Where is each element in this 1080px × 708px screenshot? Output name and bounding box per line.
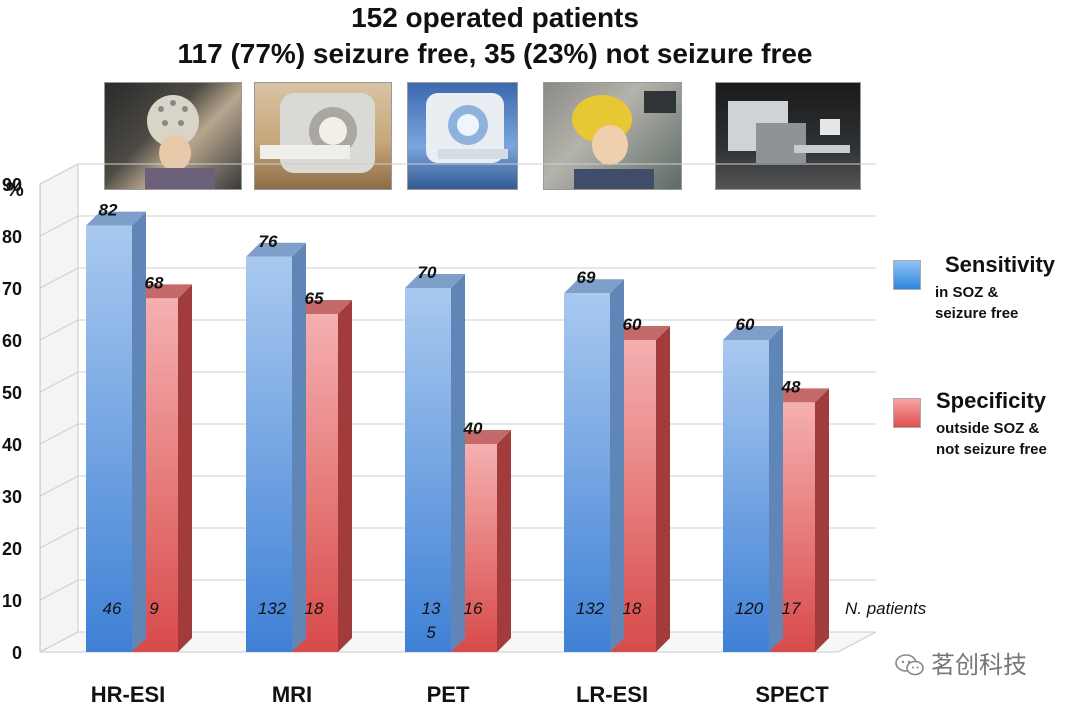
bar-sensitivity-hr-esi bbox=[86, 211, 146, 652]
bar-top bbox=[769, 388, 829, 403]
n-patients-specificity: 17 bbox=[782, 599, 801, 618]
value-label-sensitivity: 70 bbox=[418, 263, 437, 282]
y-tick-label: 40 bbox=[2, 435, 22, 455]
n-patients-sensitivity: 46 bbox=[103, 599, 122, 618]
category-label-lr-esi: LR-ESI bbox=[576, 682, 648, 707]
value-label-sensitivity: 82 bbox=[99, 201, 118, 220]
bar-top bbox=[292, 300, 352, 314]
gridline bbox=[39, 215, 876, 237]
bar-top bbox=[246, 242, 306, 257]
legend-line1-specificity: outside SOZ & bbox=[936, 420, 1040, 437]
bar-side bbox=[610, 279, 624, 652]
n-patients-sensitivity: 132 bbox=[258, 599, 287, 618]
n-patients-sensitivity: 13 bbox=[422, 599, 441, 618]
bar-side bbox=[656, 326, 670, 652]
value-label-sensitivity: 60 bbox=[736, 315, 755, 334]
hr-esi-eeg-cap-photo bbox=[104, 82, 242, 190]
legend-title-specificity: Specificity bbox=[936, 388, 1047, 413]
y-tick-label: 0 bbox=[12, 643, 22, 663]
modality-photos bbox=[0, 82, 1080, 190]
bar-top bbox=[564, 279, 624, 294]
category-label-mri: MRI bbox=[272, 682, 312, 707]
bar-front bbox=[723, 340, 769, 652]
y-tick-label: 60 bbox=[2, 331, 22, 351]
bar-top bbox=[86, 211, 146, 226]
n-patients-sensitivity: 5 bbox=[426, 623, 436, 642]
wechat-icon bbox=[895, 654, 924, 676]
bar-front bbox=[405, 288, 451, 652]
y-tick-label: 30 bbox=[2, 487, 22, 507]
legend-line2-sensitivity: seizure free bbox=[935, 305, 1019, 322]
gridline bbox=[39, 163, 876, 185]
n-patients-specificity: 18 bbox=[623, 599, 642, 618]
legend-title-sensitivity: Sensitivity bbox=[945, 252, 1056, 277]
chart-bars bbox=[86, 211, 829, 653]
mri-scanner-photo bbox=[254, 82, 392, 190]
y-axis: 0 10 20 30 40 50 60 70 80 90% bbox=[2, 175, 41, 663]
bar-side bbox=[497, 430, 511, 652]
y-tick-label: 80 bbox=[2, 227, 22, 247]
n-patients-sensitivity: 120 bbox=[735, 599, 764, 618]
pet-scanner-photo bbox=[407, 82, 518, 190]
value-label-sensitivity: 76 bbox=[259, 232, 278, 251]
bar-top bbox=[132, 284, 192, 299]
legend-swatch-specificity bbox=[893, 398, 921, 428]
spect-scanner-photo bbox=[715, 82, 861, 190]
watermark-text: 茗创科技 bbox=[931, 652, 1027, 679]
bar-front bbox=[564, 293, 610, 652]
bar-sensitivity-mri bbox=[246, 242, 306, 653]
bar-side bbox=[338, 300, 352, 652]
bar-side bbox=[292, 242, 306, 653]
value-label-specificity: 60 bbox=[623, 315, 642, 334]
bar-side bbox=[451, 274, 465, 652]
bar-top bbox=[405, 274, 465, 288]
category-label-hr-esi: HR-ESI bbox=[91, 682, 166, 707]
value-label-specificity: 65 bbox=[305, 289, 324, 308]
y-tick-label: 20 bbox=[2, 539, 22, 559]
title-line-1: 152 operated patients bbox=[351, 2, 639, 33]
bar-sensitivity-spect bbox=[723, 326, 783, 652]
bar-side bbox=[178, 284, 192, 652]
value-label-specificity: 48 bbox=[781, 377, 801, 396]
bar-side bbox=[815, 388, 829, 652]
bar-front bbox=[86, 225, 132, 652]
legend-swatch-sensitivity bbox=[893, 260, 921, 290]
bar-sensitivity-lr-esi bbox=[564, 279, 624, 652]
chart-labels: 82 68 46 9 HR-ESI 76 65 132 18 MRI 70 40 13 5 16 PET 69 6… bbox=[91, 201, 927, 707]
category-label-pet: PET bbox=[427, 682, 470, 707]
legend-line1-sensitivity: in SOZ & bbox=[935, 284, 999, 301]
bar-top bbox=[451, 430, 511, 444]
bar-front bbox=[246, 256, 292, 652]
value-label-specificity: 68 bbox=[145, 273, 164, 292]
y-axis-label: % bbox=[6, 179, 24, 201]
n-patients-sensitivity: 132 bbox=[576, 599, 605, 618]
gridline bbox=[39, 267, 876, 289]
y-tick-label: 90 bbox=[2, 175, 22, 195]
y-tick-label: 50 bbox=[2, 383, 22, 403]
bar-top bbox=[723, 326, 783, 340]
n-patients-specificity: 16 bbox=[464, 599, 483, 618]
bar-side bbox=[769, 326, 783, 652]
value-label-specificity: 40 bbox=[463, 419, 483, 438]
n-patients-specificity: 18 bbox=[305, 599, 324, 618]
y-tick-label: 70 bbox=[2, 279, 22, 299]
n-patients-specificity: 9 bbox=[149, 599, 159, 618]
bar-sensitivity-pet bbox=[405, 274, 465, 652]
value-label-sensitivity: 69 bbox=[577, 268, 596, 287]
chart-side-wall bbox=[39, 163, 79, 653]
legend-line2-specificity: not seizure free bbox=[936, 441, 1047, 458]
chart-title: 152 operated patients 117 (77%) seizure … bbox=[0, 0, 990, 72]
category-label-spect: SPECT bbox=[755, 682, 829, 707]
lr-esi-eeg-cap-photo bbox=[543, 82, 682, 190]
y-tick-label: 10 bbox=[2, 591, 22, 611]
watermark: 茗创科技 bbox=[895, 645, 1027, 680]
bar-side bbox=[132, 211, 146, 652]
n-patients-label: N. patients bbox=[845, 599, 927, 618]
bar-top bbox=[610, 326, 670, 340]
title-line-2: 117 (77%) seizure free, 35 (23%) not sei… bbox=[177, 38, 813, 69]
